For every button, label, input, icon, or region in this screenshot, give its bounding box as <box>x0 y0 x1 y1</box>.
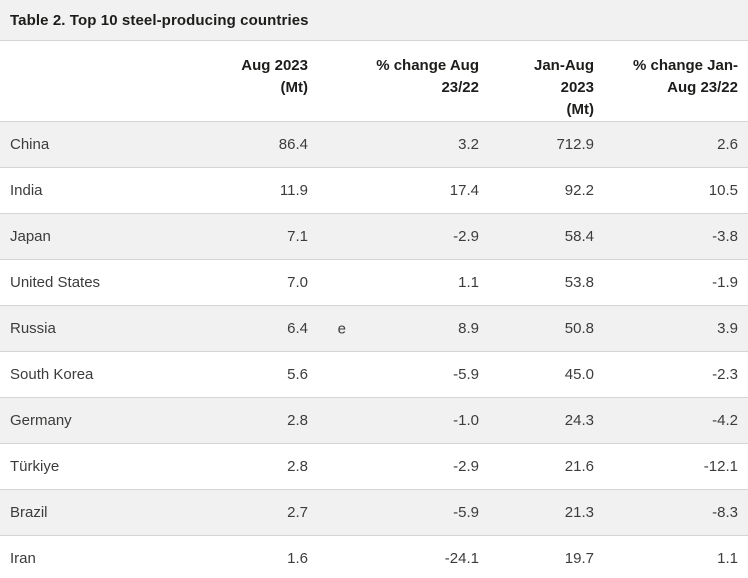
country-cell: Iran <box>0 535 218 578</box>
table-row-india: India 11.9 17.4 92.2 10.5 <box>0 167 748 214</box>
table-row-turkiye: Türkiye 2.8 -2.9 21.6 -12.1 <box>0 443 748 490</box>
country-cell: Japan <box>0 213 218 260</box>
value-text: 7.0 <box>287 274 308 291</box>
aug-2023-value: 86.4 <box>218 121 318 168</box>
aug-2023-value: 11.9 <box>218 167 318 214</box>
pct-change-jan-aug-value: 2.6 <box>604 121 748 168</box>
column-header-label: Aug 23/22 <box>667 79 738 96</box>
pct-change-jan-aug-value: -4.2 <box>604 397 748 444</box>
column-header-label: (Mt) <box>566 101 594 118</box>
pct-change-aug-value: 17.4 <box>318 167 489 214</box>
header-row: Aug 2023 (Mt) % change Aug 23/22 Jan-Aug… <box>0 41 748 122</box>
table-row-brazil: Brazil 2.7 -5.9 21.3 -8.3 <box>0 489 748 536</box>
pct-change-jan-aug-value: -8.3 <box>604 489 748 536</box>
country-cell: Brazil <box>0 489 218 536</box>
country-cell: India <box>0 167 218 214</box>
value-text: 2.7 <box>287 504 308 521</box>
jan-aug-2023-value: 21.6 <box>489 443 604 490</box>
jan-aug-2023-value: 45.0 <box>489 351 604 398</box>
steel-production-table: Aug 2023 (Mt) % change Aug 23/22 Jan-Aug… <box>0 41 748 578</box>
table-row-united-states: United States 7.0 1.1 53.8 -1.9 <box>0 259 748 306</box>
pct-change-jan-aug-value: 3.9 <box>604 305 748 352</box>
pct-change-aug-value: -24.1 <box>318 535 489 578</box>
pct-change-jan-aug-value: -2.3 <box>604 351 748 398</box>
jan-aug-2023-value: 58.4 <box>489 213 604 260</box>
value-text: 6.4 <box>287 320 308 337</box>
country-cell: United States <box>0 259 218 306</box>
column-header-aug-2023: Aug 2023 (Mt) <box>218 41 318 122</box>
value-text: 2.8 <box>287 458 308 475</box>
aug-2023-value: 2.8 <box>218 397 318 444</box>
table-row-iran: Iran 1.6 -24.1 19.7 1.1 <box>0 535 748 578</box>
value-text: 1.6 <box>287 550 308 567</box>
value-text: 7.1 <box>287 228 308 245</box>
table-row-south-korea: South Korea 5.6 -5.9 45.0 -2.3 <box>0 351 748 398</box>
column-header-jan-aug-2023: Jan-Aug 2023 (Mt) <box>489 41 604 122</box>
column-header-label: Jan-Aug 2023 <box>534 57 594 96</box>
aug-2023-value: 7.0 <box>218 259 318 306</box>
column-header-label: Aug 2023 (Mt) <box>241 57 308 96</box>
table-row-germany: Germany 2.8 -1.0 24.3 -4.2 <box>0 397 748 444</box>
table-row-russia: Russia 6.4 e 8.9 50.8 3.9 <box>0 305 748 352</box>
value-text: 2.8 <box>287 412 308 429</box>
pct-change-aug-value: 1.1 <box>318 259 489 306</box>
pct-change-jan-aug-value: 10.5 <box>604 167 748 214</box>
country-cell: Russia <box>0 305 218 352</box>
column-header-label: % change Jan- <box>632 57 738 74</box>
country-cell: Germany <box>0 397 218 444</box>
column-header-label: % change Aug <box>376 57 479 74</box>
country-cell: China <box>0 121 218 168</box>
jan-aug-2023-value: 19.7 <box>489 535 604 578</box>
jan-aug-2023-value: 50.8 <box>489 305 604 352</box>
jan-aug-2023-value: 92.2 <box>489 167 604 214</box>
country-cell: Türkiye <box>0 443 218 490</box>
pct-change-aug-value: 8.9 <box>318 305 489 352</box>
pct-change-jan-aug-value: 1.1 <box>604 535 748 578</box>
column-header-pct-change-aug: % change Aug 23/22 <box>318 41 489 122</box>
aug-2023-value: 2.8 <box>218 443 318 490</box>
value-text: 11.9 <box>279 182 308 199</box>
table-row-japan: Japan 7.1 -2.9 58.4 -3.8 <box>0 213 748 260</box>
aug-2023-value: 5.6 <box>218 351 318 398</box>
country-cell: South Korea <box>0 351 218 398</box>
column-header-label: 23/22 <box>441 79 479 96</box>
jan-aug-2023-value: 24.3 <box>489 397 604 444</box>
pct-change-aug-value: -2.9 <box>318 213 489 260</box>
jan-aug-2023-value: 21.3 <box>489 489 604 536</box>
pct-change-jan-aug-value: -12.1 <box>604 443 748 490</box>
column-header-country <box>0 41 218 122</box>
table-title-bar: Table 2. Top 10 steel-producing countrie… <box>0 0 748 41</box>
jan-aug-2023-value: 712.9 <box>489 121 604 168</box>
estimate-marker: e <box>337 320 346 337</box>
pct-change-aug-value: -1.0 <box>318 397 489 444</box>
pct-change-jan-aug-value: -1.9 <box>604 259 748 306</box>
pct-change-jan-aug-value: -3.8 <box>604 213 748 260</box>
pct-change-aug-value: -2.9 <box>318 443 489 490</box>
column-header-pct-change-jan-aug: % change Jan- Aug 23/22 <box>604 41 748 122</box>
value-text: 5.6 <box>287 366 308 383</box>
aug-2023-value: 7.1 <box>218 213 318 260</box>
pct-change-aug-value: -5.9 <box>318 351 489 398</box>
pct-change-aug-value: 3.2 <box>318 121 489 168</box>
aug-2023-value: 1.6 <box>218 535 318 578</box>
aug-2023-value: 2.7 <box>218 489 318 536</box>
value-text: 86.4 <box>278 136 308 153</box>
jan-aug-2023-value: 53.8 <box>489 259 604 306</box>
pct-change-aug-value: -5.9 <box>318 489 489 536</box>
aug-2023-value: 6.4 e <box>218 305 346 352</box>
page-title: Table 2. Top 10 steel-producing countrie… <box>10 11 309 29</box>
table-row-china: China 86.4 3.2 712.9 2.6 <box>0 121 748 168</box>
